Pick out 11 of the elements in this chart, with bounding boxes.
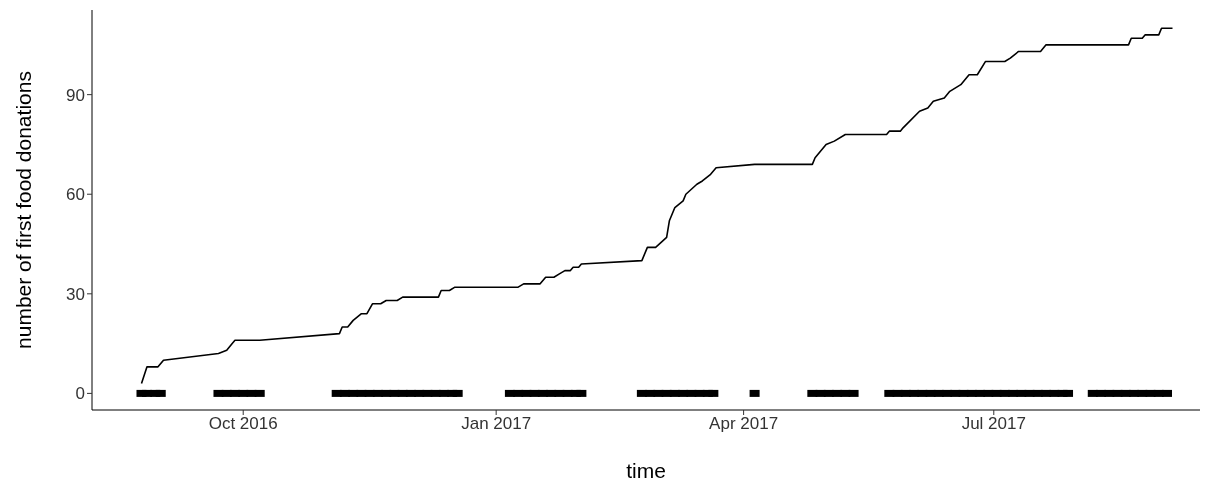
y-axis-title: number of first food donations	[12, 71, 36, 349]
y-tick-label: 60	[66, 185, 85, 205]
x-tick-label: Oct 2016	[208, 414, 278, 434]
x-tick-label: Jul 2017	[961, 414, 1026, 434]
line-series	[140, 27, 1174, 385]
y-tick-label: 30	[66, 284, 85, 304]
x-tick-label: Jan 2017	[461, 414, 532, 434]
y-tick-label: 90	[66, 85, 85, 105]
x-axis-title: time	[626, 459, 666, 482]
y-tick-label: 0	[75, 384, 85, 404]
x-tick-label: Apr 2017	[709, 414, 779, 434]
